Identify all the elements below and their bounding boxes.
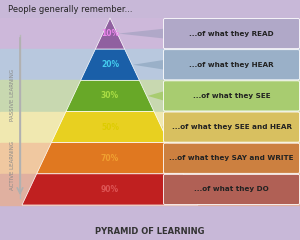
- Text: ...of what they SAY and WRITE: ...of what they SAY and WRITE: [169, 155, 294, 161]
- Polygon shape: [95, 18, 125, 49]
- Polygon shape: [118, 29, 165, 39]
- Text: ...of what they DO: ...of what they DO: [194, 186, 269, 192]
- FancyBboxPatch shape: [164, 81, 299, 111]
- Text: ...of what they HEAR: ...of what they HEAR: [189, 62, 274, 68]
- Polygon shape: [51, 112, 169, 143]
- Bar: [0, 49, 300, 80]
- Text: 70%: 70%: [101, 154, 119, 163]
- Text: 20%: 20%: [101, 60, 119, 69]
- Text: PASSIVE LEARNING: PASSIVE LEARNING: [11, 69, 16, 121]
- Bar: [0, 112, 300, 143]
- Text: People generally remember...: People generally remember...: [8, 5, 133, 14]
- Text: ...of what they SEE and HEAR: ...of what they SEE and HEAR: [172, 124, 292, 130]
- Polygon shape: [162, 122, 165, 132]
- Text: ...of what they READ: ...of what they READ: [189, 30, 274, 36]
- Polygon shape: [81, 49, 139, 80]
- Polygon shape: [66, 80, 154, 112]
- Polygon shape: [133, 60, 165, 70]
- Text: ...of what they SEE: ...of what they SEE: [193, 93, 270, 99]
- Text: 50%: 50%: [101, 123, 119, 132]
- Text: 30%: 30%: [101, 91, 119, 100]
- Text: 90%: 90%: [101, 185, 119, 194]
- Polygon shape: [22, 174, 198, 205]
- FancyBboxPatch shape: [164, 174, 299, 204]
- Bar: [0, 18, 300, 49]
- Polygon shape: [165, 153, 177, 163]
- FancyBboxPatch shape: [164, 50, 299, 80]
- Text: ACTIVE LEARNING: ACTIVE LEARNING: [11, 140, 16, 190]
- FancyBboxPatch shape: [164, 18, 299, 49]
- Text: PYRAMID OF LEARNING: PYRAMID OF LEARNING: [95, 227, 205, 236]
- Bar: [0, 143, 300, 174]
- Polygon shape: [165, 184, 192, 194]
- Polygon shape: [37, 143, 183, 174]
- FancyBboxPatch shape: [164, 112, 299, 142]
- Bar: [0, 80, 300, 112]
- Polygon shape: [148, 91, 165, 101]
- Bar: [0, 174, 300, 205]
- FancyBboxPatch shape: [164, 143, 299, 173]
- Text: 10%: 10%: [101, 29, 119, 38]
